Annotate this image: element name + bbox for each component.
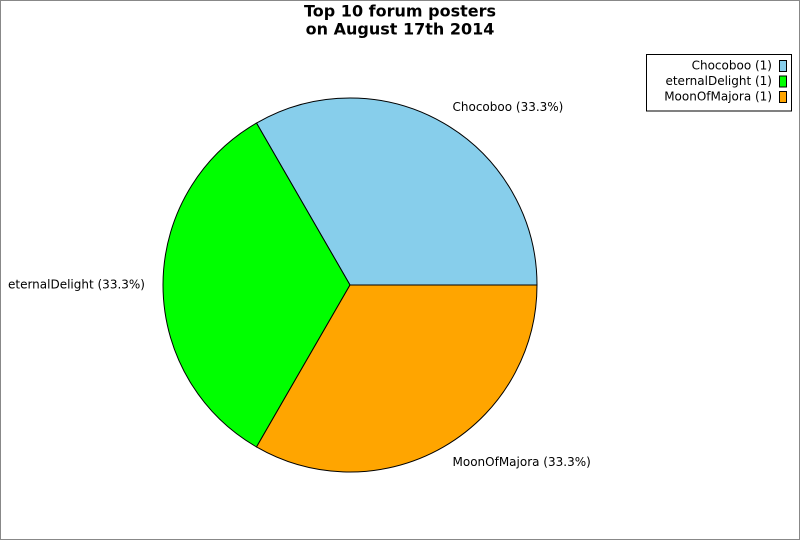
legend-swatch — [779, 75, 787, 88]
legend-label: Chocoboo (1) — [692, 59, 772, 73]
chart-title: on August 17th 2014 — [306, 20, 495, 39]
pie-slice — [255, 284, 538, 473]
legend-label: MoonOfMajora (1) — [664, 90, 772, 104]
legend-box — [646, 54, 792, 112]
legend-swatch — [779, 60, 787, 72]
chart-title: Top 10 forum posters — [304, 2, 496, 21]
pie-slice — [255, 97, 538, 286]
slice-label: MoonOfMajora (33.3%) — [453, 455, 591, 469]
slice-label: Chocoboo (33.3%) — [453, 100, 564, 114]
pie-slice — [162, 122, 351, 448]
legend-label: eternalDelight (1) — [665, 74, 772, 88]
legend-swatch — [779, 91, 787, 103]
slice-label: eternalDelight (33.3%) — [8, 278, 145, 292]
